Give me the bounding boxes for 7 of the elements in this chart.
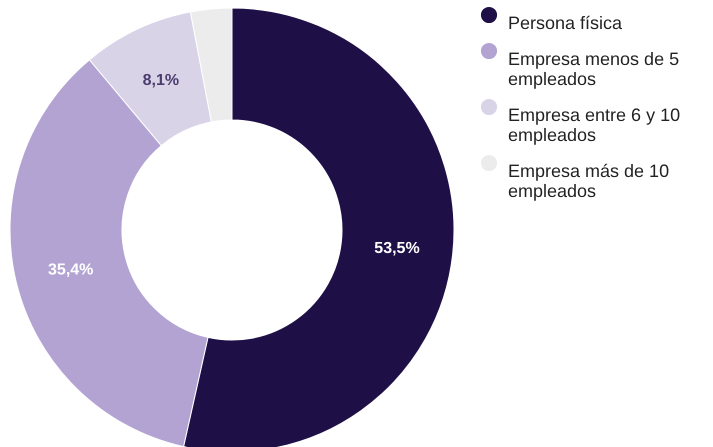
- data-label: 53,5%: [374, 240, 420, 258]
- legend-label: Persona física: [508, 13, 624, 33]
- data-label: 8,1%: [142, 72, 180, 90]
- legend-label: Empresa entre 6 y 10 empleados: [508, 105, 680, 145]
- data-label: 35,4%: [48, 261, 94, 278]
- legend-label: Empresa menos de 5 empleados: [508, 49, 680, 89]
- legend-label: Empresa más de 10 empleados: [508, 161, 670, 201]
